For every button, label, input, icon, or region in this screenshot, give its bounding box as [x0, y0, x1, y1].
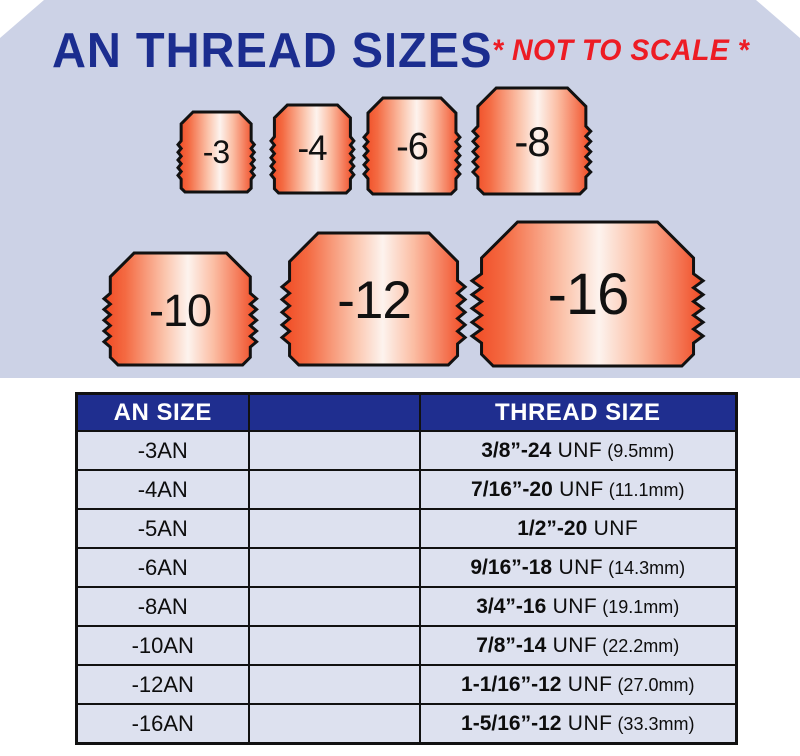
table-body: -3AN 3/8”-24 UNF (9.5mm) -4AN 7/16”-20 UNF …: [75, 430, 738, 745]
cell-blank: [247, 547, 421, 588]
table-row: -4AN 7/16”-20 UNF (11.1mm): [75, 469, 738, 510]
thread-standard: UNF: [561, 711, 613, 735]
cell-thread-size: 7/8”-14 UNF (22.2mm): [418, 625, 738, 666]
cell-blank: [247, 664, 421, 705]
fitting-outline-an10: [101, 251, 259, 367]
fitting-shape-an8: -8: [471, 86, 593, 196]
thread-metric: (9.5mm): [602, 440, 675, 461]
table-header-row: AN SIZE THREAD SIZE: [75, 392, 738, 432]
fitting-outline-an4: [268, 103, 356, 195]
fitting-shape-an4: -4: [268, 103, 356, 195]
cell-thread-size: 1/2”-20 UNF: [418, 508, 738, 549]
fitting-shape-an10: -10: [101, 251, 259, 367]
thread-metric: (27.0mm): [612, 674, 695, 695]
cell-an-size: -10AN: [75, 625, 250, 666]
cell-thread-size: 9/16”-18 UNF (14.3mm): [418, 547, 738, 588]
fitting-shape-an3: -3: [175, 110, 257, 194]
thread-standard: UNF: [546, 633, 598, 657]
thread-fraction: 1-5/16”-12: [461, 711, 562, 735]
thread-metric: (14.3mm): [603, 557, 686, 578]
thread-fraction: 9/16”-18: [470, 555, 553, 579]
table-row: -12AN 1-1/16”-12 UNF (27.0mm): [75, 664, 738, 705]
cell-an-size: -8AN: [75, 586, 250, 627]
cell-an-size: -3AN: [75, 430, 250, 471]
cell-thread-size: 7/16”-20 UNF (11.1mm): [418, 469, 738, 510]
thread-size-table: AN SIZE THREAD SIZE -3AN 3/8”-24 UNF (9.5…: [75, 392, 738, 745]
illustration-panel: AN THREAD SIZES * NOT TO SCALE * -3 -4 -6-…: [0, 0, 800, 378]
cell-an-size: -6AN: [75, 547, 250, 588]
cell-an-size: -4AN: [75, 469, 250, 510]
table-row: -8AN 3/4”-16 UNF (19.1mm): [75, 586, 738, 627]
table-row: -6AN 9/16”-18 UNF (14.3mm): [75, 547, 738, 588]
cell-blank: [247, 469, 421, 510]
thread-fraction: 7/16”-20: [471, 477, 553, 501]
cell-thread-size: 1-1/16”-12 UNF (27.0mm): [418, 664, 738, 705]
table-row: -3AN 3/8”-24 UNF (9.5mm): [75, 430, 738, 471]
cell-thread-size: 3/8”-24 UNF (9.5mm): [418, 430, 738, 471]
not-to-scale-note: * NOT TO SCALE *: [492, 34, 750, 67]
cell-blank: [247, 508, 421, 549]
cell-an-size: -12AN: [75, 664, 250, 705]
column-header-thread-size: THREAD SIZE: [418, 392, 738, 432]
thread-metric: (11.1mm): [603, 479, 685, 500]
fitting-shape-an6: -6: [362, 96, 462, 196]
fitting-shape-an16: -16: [469, 220, 707, 368]
thread-fraction: 3/4”-16: [476, 594, 547, 618]
table-row: -10AN 7/8”-14 UNF (22.2mm): [75, 625, 738, 666]
cell-blank: [247, 586, 421, 627]
cell-an-size: -5AN: [75, 508, 250, 549]
fitting-shape-an12: -12: [280, 231, 468, 367]
thread-standard: UNF: [551, 438, 603, 462]
table-row: -16AN 1-5/16”-12 UNF (33.3mm): [75, 703, 738, 745]
thread-fraction: 7/8”-14: [476, 633, 547, 657]
fitting-outline-an16: [469, 220, 707, 368]
fitting-outline-an8: [471, 86, 593, 196]
thread-standard: UNF: [552, 555, 604, 579]
cell-an-size: -16AN: [75, 703, 250, 745]
thread-standard: UNF: [587, 516, 639, 540]
cell-blank: [247, 703, 421, 745]
thread-standard: UNF: [561, 672, 613, 696]
column-header-an-size: AN SIZE: [75, 392, 250, 432]
thread-metric: (22.2mm): [597, 635, 680, 656]
thread-metric: (33.3mm): [612, 713, 695, 734]
fitting-outline-an6: [362, 96, 462, 196]
page-title: AN THREAD SIZES: [52, 24, 493, 78]
title-row: AN THREAD SIZES * NOT TO SCALE *: [0, 22, 800, 84]
thread-fraction: 3/8”-24: [481, 438, 552, 462]
thread-standard: UNF: [546, 594, 598, 618]
thread-standard: UNF: [552, 477, 604, 501]
column-header-blank: [247, 392, 421, 432]
cell-thread-size: 1-5/16”-12 UNF (33.3mm): [418, 703, 738, 745]
fitting-outline-an3: [175, 110, 257, 194]
fitting-outline-an12: [280, 231, 468, 367]
thread-metric: (19.1mm): [597, 596, 680, 617]
cell-blank: [247, 430, 421, 471]
thread-fraction: 1-1/16”-12: [461, 672, 562, 696]
cell-blank: [247, 625, 421, 666]
thread-fraction: 1/2”-20: [517, 516, 588, 540]
cell-thread-size: 3/4”-16 UNF (19.1mm): [418, 586, 738, 627]
table-row: -5AN 1/2”-20 UNF: [75, 508, 738, 549]
